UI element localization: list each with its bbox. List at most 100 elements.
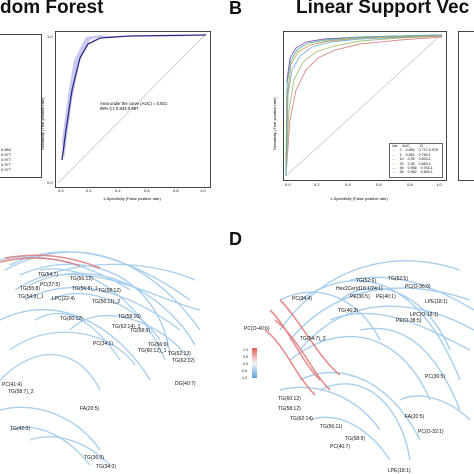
node-label: TG(58:10)	[118, 314, 141, 320]
node-label: TG(58:12)	[278, 406, 301, 412]
tick-a-x1: 0.2	[86, 188, 92, 193]
tick-b-x3: 0.6	[376, 182, 382, 187]
roc-curve	[61, 34, 207, 161]
panel-a-ylabel: Sensitivity (True positive rate)	[40, 97, 45, 150]
node-label: TG(46:3)	[338, 308, 358, 314]
tick-b-x1: 0.2	[314, 182, 320, 187]
panel-a-auc-line2: 95% CI: 0.834-0.987	[100, 106, 139, 111]
tick-b-x5: 1.0	[436, 182, 442, 187]
cbar-tick: -0.5	[241, 369, 247, 373]
node-label: TG(56:11)_2	[92, 299, 120, 305]
node-label: LPC(22:4)	[52, 296, 75, 302]
node-label: TG(62:13)	[168, 351, 191, 357]
node-label: TG(52:5)	[388, 276, 408, 282]
panel-a-roc-plot	[55, 31, 211, 188]
node-label: TG(52:6)	[356, 278, 376, 284]
roc-curve-var10	[285, 35, 443, 177]
legend-header-ci: CI	[419, 144, 424, 148]
node-label: TG(62:12)	[172, 358, 195, 364]
legend-row: —3 0.891 0.769-1	[392, 152, 431, 157]
panel-b-right-plot	[458, 31, 474, 181]
node-label: PC(40:7)	[330, 444, 350, 450]
node-label: PC(34:1)	[93, 341, 113, 347]
tick-b-x4: 0.8	[407, 182, 413, 187]
node-label: Hex2Cer(d18:1/24:1)	[336, 286, 383, 292]
node-label: PC(37:5)	[40, 282, 60, 288]
node-label: TG(34:0)	[96, 464, 116, 470]
node-label: TG(56:11)	[320, 424, 343, 430]
roc-curve-var20	[285, 35, 443, 177]
node-label: TG(62:14)_1	[112, 324, 141, 330]
panel-b-legend: Var. AUC CI —2 0.854 0.717-0.978 —3 0.891 0.…	[389, 143, 443, 178]
tick-b-x2: 0.4	[345, 182, 351, 187]
panel-a-xlabel: 1-Specificity (False positive rate)	[103, 196, 161, 201]
node-label: TG(54:7)	[38, 272, 58, 278]
node-label: TG(58:9)	[130, 328, 150, 334]
tick-b-x0: 0.0	[285, 182, 291, 187]
node-label: PC(34:4)	[292, 296, 312, 302]
node-label: FA(20:5)	[80, 406, 100, 412]
tick-a-x5: 1.0	[200, 188, 206, 193]
node-label: TG(60:12)	[60, 316, 83, 322]
node-label: TG(60:12)	[278, 396, 301, 402]
tick-a-x4: 0.8	[173, 188, 179, 193]
legend-header-auc: AUC	[402, 144, 410, 148]
panel-d-letter: D	[229, 229, 242, 249]
node-label: TG(62:14)	[290, 416, 313, 422]
legend-row: —46 0.966 0.934-1	[392, 166, 433, 171]
panel-c-labels: TG(54:7) TG(56:12) TG(56:8)_1 LPC(22:4) …	[2, 272, 196, 470]
panel-b-ylabel: Sensitivity (True positive rate)	[272, 97, 277, 150]
legend-row: —10 0.95 0.833-1	[392, 157, 431, 162]
node-label: TG(58:12)	[98, 288, 121, 294]
cbar-tick: -1.0	[241, 376, 247, 380]
node-label: TG(58:7)_2	[8, 389, 34, 395]
legend-fragment: 0.884 0.977 0.977 0.977 0.977	[1, 147, 12, 172]
node-label: TG(42:0)	[10, 426, 30, 432]
node-label: PC(36:5)	[425, 374, 445, 380]
node-label: DG(40:7)	[175, 381, 196, 387]
node-label: PE(O-38:5)	[396, 318, 422, 324]
node-label: TG(58:9)	[345, 436, 365, 442]
legend-row: —20 0.95 0.883-1	[392, 161, 431, 166]
node-label: TG(60:12)_1	[138, 348, 167, 354]
roc-curve-var55	[285, 34, 443, 177]
node-label: LPC(O-18:1)	[410, 312, 439, 318]
node-label: LPE(18:1)	[425, 299, 448, 305]
panel-a-auc-line1: Area under the curve (AUC) = 0.921	[100, 101, 168, 106]
legend-header-var: Var.	[392, 144, 399, 148]
tick-a-x2: 0.4	[115, 188, 121, 193]
tick-a-y5: 1.0	[47, 34, 53, 39]
node-label: TG(56:12)	[70, 276, 93, 282]
node-label: LPE(18:1)	[388, 468, 411, 474]
node-label: PC(41:4)	[2, 382, 22, 388]
panel-d-labels: TG(52:6) TG(52:5) Hex2Cer(d18:1/24:1) PE…	[244, 276, 448, 474]
roc-curve-var2	[285, 36, 443, 177]
panel-a-left-plot: 0.884 0.977 0.977 0.977 0.977	[0, 34, 42, 178]
tick-a-y0: 0.0	[47, 180, 53, 185]
panel-b-xlabel: 1-Specificity (False positive rate)	[330, 196, 388, 201]
tick-a-x0: 0.0	[58, 188, 64, 193]
node-label: TG(55:8)	[20, 286, 40, 292]
node-label: PE(36:5)	[350, 294, 370, 300]
panel-a-title: dom Forest	[0, 0, 104, 18]
tick-a-x3: 0.6	[144, 188, 150, 193]
roc-curve-var3	[285, 35, 443, 177]
node-label: PE(40:1)	[376, 294, 396, 300]
node-label: TG(54:7)_3	[300, 336, 326, 342]
legend-row: —55 0.962 0.894-1	[392, 170, 433, 175]
cbar-tick: 0.0	[243, 362, 248, 366]
panel-b-title: Linear Support Vec	[296, 0, 470, 18]
node-label: TG(56:9)	[148, 342, 168, 348]
node-label: PC(O-36:0)	[405, 284, 431, 290]
node-label: TG(54:9)_1	[18, 294, 44, 300]
node-label: PC(O-40:6)	[244, 326, 270, 332]
node-label: PC(O-32:1)	[418, 429, 444, 435]
node-label: TG(36:0)	[84, 455, 104, 461]
legend-row: —2 0.854 0.717-0.978	[392, 148, 438, 153]
colorbar	[252, 348, 257, 378]
node-label: TG(56:8)_1	[72, 286, 98, 292]
